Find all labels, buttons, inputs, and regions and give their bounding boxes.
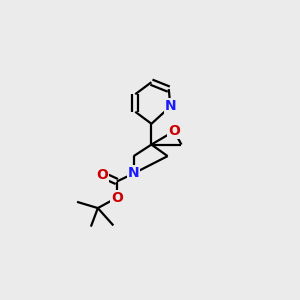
Text: N: N — [128, 167, 140, 180]
Text: O: O — [168, 124, 180, 138]
Text: N: N — [165, 100, 176, 113]
Text: O: O — [111, 191, 123, 205]
Text: O: O — [96, 168, 108, 182]
